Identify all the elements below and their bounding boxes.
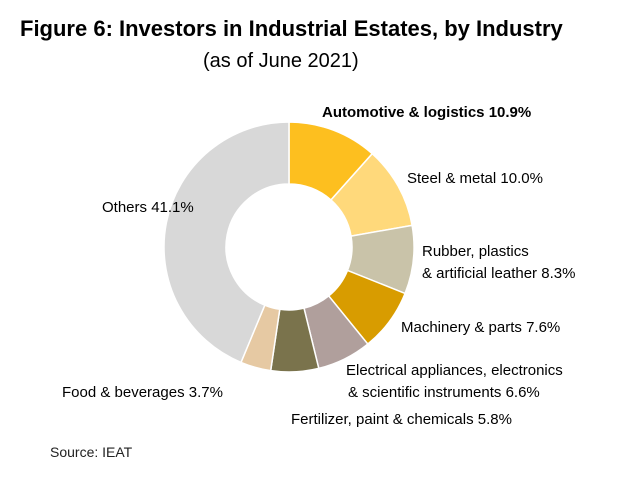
slice-label-machinery: Machinery & parts 7.6% — [401, 319, 561, 336]
slice-label-others: Others 41.1% — [102, 199, 194, 216]
slice-label-food: Food & beverages 3.7% — [62, 384, 223, 401]
slice-label-rubber: Rubber, plastics & artificial leather 8.… — [422, 243, 576, 282]
donut-slice-7 — [163, 121, 290, 364]
chart-title: Figure 6: Investors in Industrial Estate… — [20, 16, 563, 41]
slice-label-fertilizer: Fertilizer, paint & chemicals 5.8% — [291, 411, 512, 428]
slice-label-steel: Steel & metal 10.0% — [407, 170, 543, 187]
slice-label-automotive: Automotive & logistics 10.9% — [322, 104, 532, 121]
slice-label-electrical: Electrical appliances, electronics & sci… — [346, 362, 563, 401]
source-note: Source: IEAT — [50, 444, 133, 460]
chart-subtitle: (as of June 2021) — [203, 50, 359, 72]
